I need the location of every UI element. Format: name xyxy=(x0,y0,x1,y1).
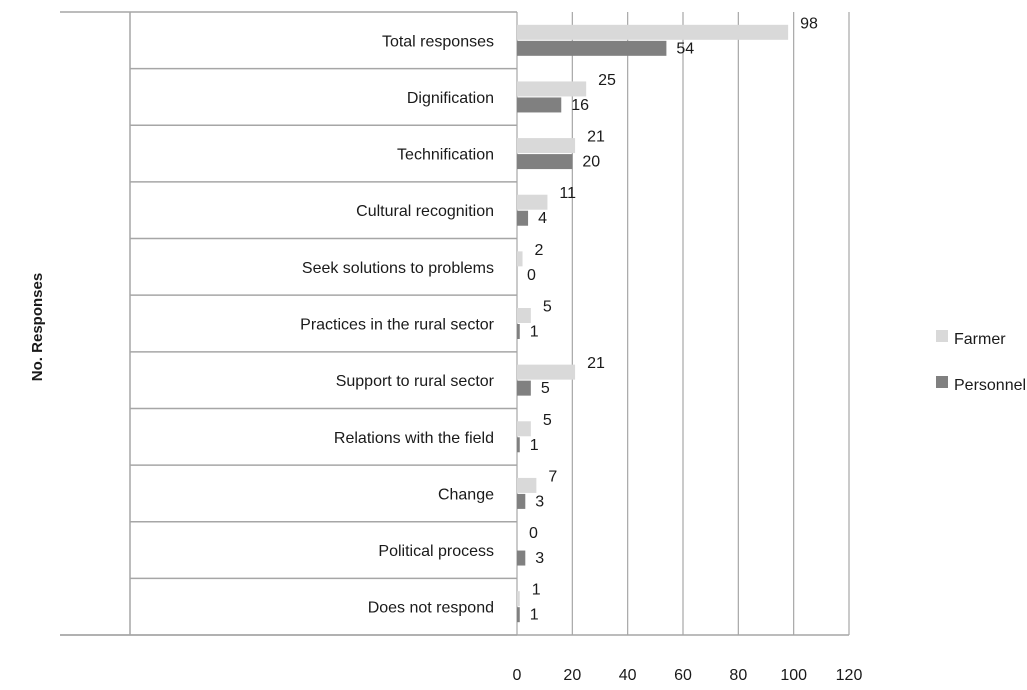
category-label: Technification xyxy=(397,147,494,164)
bar-farmer xyxy=(517,477,537,493)
bar-personnel xyxy=(517,437,520,453)
category-dividers xyxy=(60,11,849,636)
data-label-personnel: 1 xyxy=(530,437,539,454)
category-label: Support to rural sector xyxy=(336,373,495,390)
bar-personnel xyxy=(517,550,526,566)
category-label: Political process xyxy=(378,543,494,560)
data-label-farmer: 2 xyxy=(535,242,544,259)
bar-farmer xyxy=(517,421,531,437)
y-axis-label: No. Responses xyxy=(29,273,46,381)
bar-personnel xyxy=(517,210,529,226)
data-label-personnel: 1 xyxy=(530,607,539,624)
data-label-farmer: 7 xyxy=(548,468,557,485)
data-label-farmer: 5 xyxy=(543,299,552,316)
bar-personnel xyxy=(517,97,562,113)
data-label-farmer: 5 xyxy=(543,412,552,429)
bar-personnel xyxy=(517,154,573,170)
legend-swatch-farmer xyxy=(936,330,948,342)
category-label: Does not respond xyxy=(368,600,494,617)
x-tick-label: 100 xyxy=(780,667,807,684)
data-label-farmer: 0 xyxy=(529,525,538,542)
bar-farmer xyxy=(517,194,548,210)
data-label-personnel: 5 xyxy=(541,380,550,397)
data-label-farmer: 21 xyxy=(587,355,605,372)
data-label-personnel: 3 xyxy=(535,550,544,567)
category-label: Change xyxy=(438,486,494,503)
category-label: Seek solutions to problems xyxy=(302,260,494,277)
data-label-farmer: 11 xyxy=(559,185,576,202)
data-label-personnel: 1 xyxy=(530,324,539,341)
category-label: Dignification xyxy=(407,90,494,107)
data-label-personnel: 20 xyxy=(582,154,600,171)
bar-farmer xyxy=(517,364,576,380)
category-label: Total responses xyxy=(382,33,494,50)
x-tick-label: 40 xyxy=(619,667,637,684)
bar-personnel xyxy=(517,380,531,396)
bar-farmer xyxy=(517,591,520,607)
data-label-personnel: 4 xyxy=(538,210,547,227)
data-label-personnel: 0 xyxy=(527,267,536,284)
legend-label-farmer: Farmer xyxy=(954,331,1006,348)
legend-swatch-personnel xyxy=(936,376,948,388)
data-label-farmer: 25 xyxy=(598,72,616,89)
x-tick-label: 0 xyxy=(513,667,522,684)
gridlines xyxy=(516,12,850,635)
bar-personnel xyxy=(517,607,520,623)
data-label-personnel: 16 xyxy=(571,97,589,114)
data-label-personnel: 3 xyxy=(535,493,544,510)
bar-personnel xyxy=(517,40,667,56)
data-label-farmer: 21 xyxy=(587,129,605,146)
data-label-farmer: 1 xyxy=(532,582,541,599)
category-label: Relations with the field xyxy=(334,430,494,447)
bar-farmer xyxy=(517,308,531,323)
bar-farmer xyxy=(517,138,576,154)
bars xyxy=(517,24,789,623)
data-label-personnel: 54 xyxy=(676,40,694,57)
x-tick-label: 60 xyxy=(674,667,692,684)
data-label-farmer: 98 xyxy=(800,15,818,32)
legend: Farmer Personnel xyxy=(936,330,1026,394)
x-tick-labels: 0 20 40 60 80 100 120 xyxy=(513,667,863,684)
x-tick-label: 80 xyxy=(729,667,747,684)
bar-farmer xyxy=(517,24,789,40)
category-label: Practices in the rural sector xyxy=(300,317,495,334)
bar-personnel xyxy=(517,324,520,339)
bar-personnel xyxy=(517,493,526,509)
bar-farmer xyxy=(517,251,523,267)
category-labels: Total responses Dignification Technificati… xyxy=(300,33,495,616)
legend-label-personnel: Personnel xyxy=(954,377,1026,394)
x-tick-label: 120 xyxy=(836,667,863,684)
bar-farmer xyxy=(517,81,587,97)
x-tick-label: 20 xyxy=(563,667,581,684)
category-label: Cultural recognition xyxy=(356,203,494,220)
